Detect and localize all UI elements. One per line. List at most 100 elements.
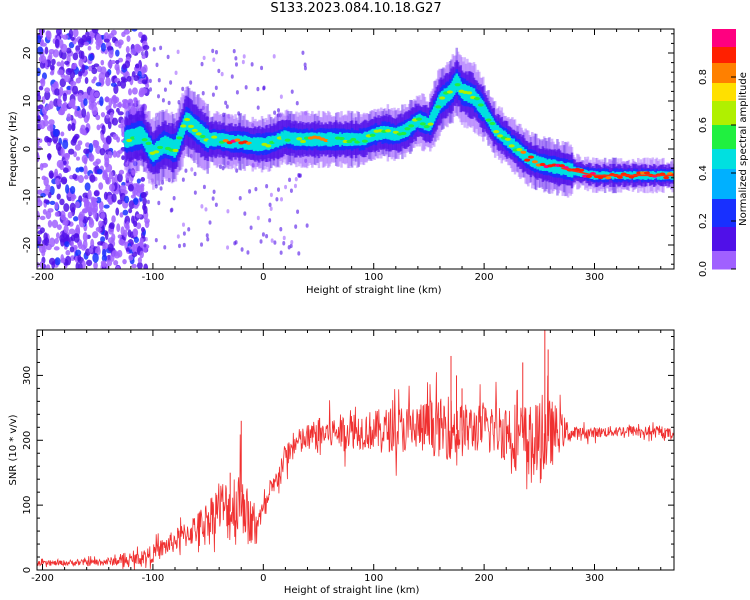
noise-blob [98, 71, 106, 82]
noise-blob [225, 104, 229, 109]
noise-blob [241, 59, 245, 65]
noise-blob [54, 257, 61, 266]
ridge-cell [128, 130, 131, 147]
noise-blob [115, 59, 120, 65]
noise-blob [98, 201, 104, 211]
ridge-cell [531, 153, 534, 167]
noise-blob [56, 193, 61, 200]
noise-blob [60, 147, 65, 158]
noise-blob [256, 105, 260, 110]
noise-blob [208, 220, 212, 225]
noise-blob [131, 263, 137, 269]
colorbar-cell [712, 105, 736, 108]
ridge-cell [126, 129, 130, 148]
ridge-cell [170, 139, 174, 156]
noise-blob [106, 259, 113, 267]
noise-blob [43, 199, 50, 204]
noise-blob [288, 177, 292, 183]
noise-blob [63, 225, 69, 234]
noise-blob [269, 206, 273, 211]
noise-blob [132, 160, 138, 167]
ridge-cell [365, 132, 368, 144]
noise-blob [144, 220, 150, 229]
noise-blob [115, 49, 120, 57]
colorbar-cell [712, 143, 736, 146]
ridge-peak [524, 158, 531, 162]
noise-blob [118, 123, 125, 129]
colorbar-cell [712, 177, 736, 180]
x-tick-label: 0 [260, 272, 266, 283]
noise-blob [75, 249, 82, 257]
ridge-cell [346, 132, 350, 146]
noise-blob [117, 234, 122, 239]
noise-blob [59, 198, 65, 206]
noise-blob [72, 52, 79, 61]
colorbar-cell [712, 157, 736, 160]
ridge-cell [174, 139, 178, 156]
noise-blob [115, 265, 120, 269]
noise-blob [181, 177, 185, 182]
noise-blob [296, 209, 300, 214]
ridge-cell [211, 132, 215, 147]
ridge-cell [413, 116, 416, 131]
noise-blob [86, 111, 90, 121]
ridge-peak [404, 127, 411, 131]
ridge-peak [346, 139, 353, 144]
colorbar-cell [712, 145, 736, 148]
ridge-cell [193, 119, 196, 136]
noise-blob [74, 144, 81, 151]
colorbar-cell [712, 99, 736, 102]
ridge-peak [419, 122, 426, 126]
ridge-peak [493, 130, 500, 134]
noise-blob [92, 161, 99, 167]
colorbar-cell [712, 103, 736, 106]
colorbar-cell [712, 127, 736, 130]
noise-blob [269, 192, 273, 198]
noise-blob [177, 243, 181, 249]
noise-blob [119, 212, 124, 218]
noise-blob [111, 250, 119, 257]
noise-blob [47, 153, 52, 161]
noise-blob [268, 202, 272, 208]
noise-blob [65, 255, 72, 266]
noise-blob [148, 87, 152, 92]
noise-blob [69, 185, 76, 195]
ridge-cell [459, 81, 462, 96]
colorbar-cell [712, 189, 736, 192]
noise-blob [81, 154, 88, 164]
ridge-cell [508, 136, 512, 149]
noise-blob [169, 80, 173, 85]
noise-blob [103, 38, 110, 43]
noise-blob [105, 114, 110, 119]
noise-blob [155, 62, 159, 68]
y-tick-label: 300 [22, 366, 33, 385]
ridge-peak [338, 136, 345, 141]
noise-blob [73, 233, 80, 243]
noise-blob [238, 195, 242, 201]
noise-blob [96, 65, 102, 73]
colorbar-cell [712, 243, 736, 246]
noise-blob [111, 215, 116, 223]
noise-blob [47, 219, 53, 228]
noise-blob [141, 79, 148, 85]
ridge-cell [519, 144, 522, 159]
noise-blob [90, 238, 95, 249]
colorbar-cell [712, 253, 736, 256]
noise-blob [140, 87, 148, 94]
noise-blob [105, 76, 111, 87]
colorbar-cell [712, 81, 736, 84]
ridge-cell [443, 88, 447, 106]
noise-blob [137, 257, 142, 264]
noise-blob [105, 177, 111, 185]
noise-blob [115, 150, 121, 158]
colorbar-cell [712, 41, 736, 44]
noise-blob [293, 183, 297, 189]
colorbar-cell [712, 79, 736, 82]
noise-blob [77, 175, 84, 184]
ridge-cell [161, 137, 164, 154]
ridge-cell [513, 141, 517, 153]
noise-blob [206, 237, 210, 242]
noise-blob [121, 31, 126, 38]
noise-blob [243, 211, 247, 216]
ridge-cell [483, 104, 486, 118]
